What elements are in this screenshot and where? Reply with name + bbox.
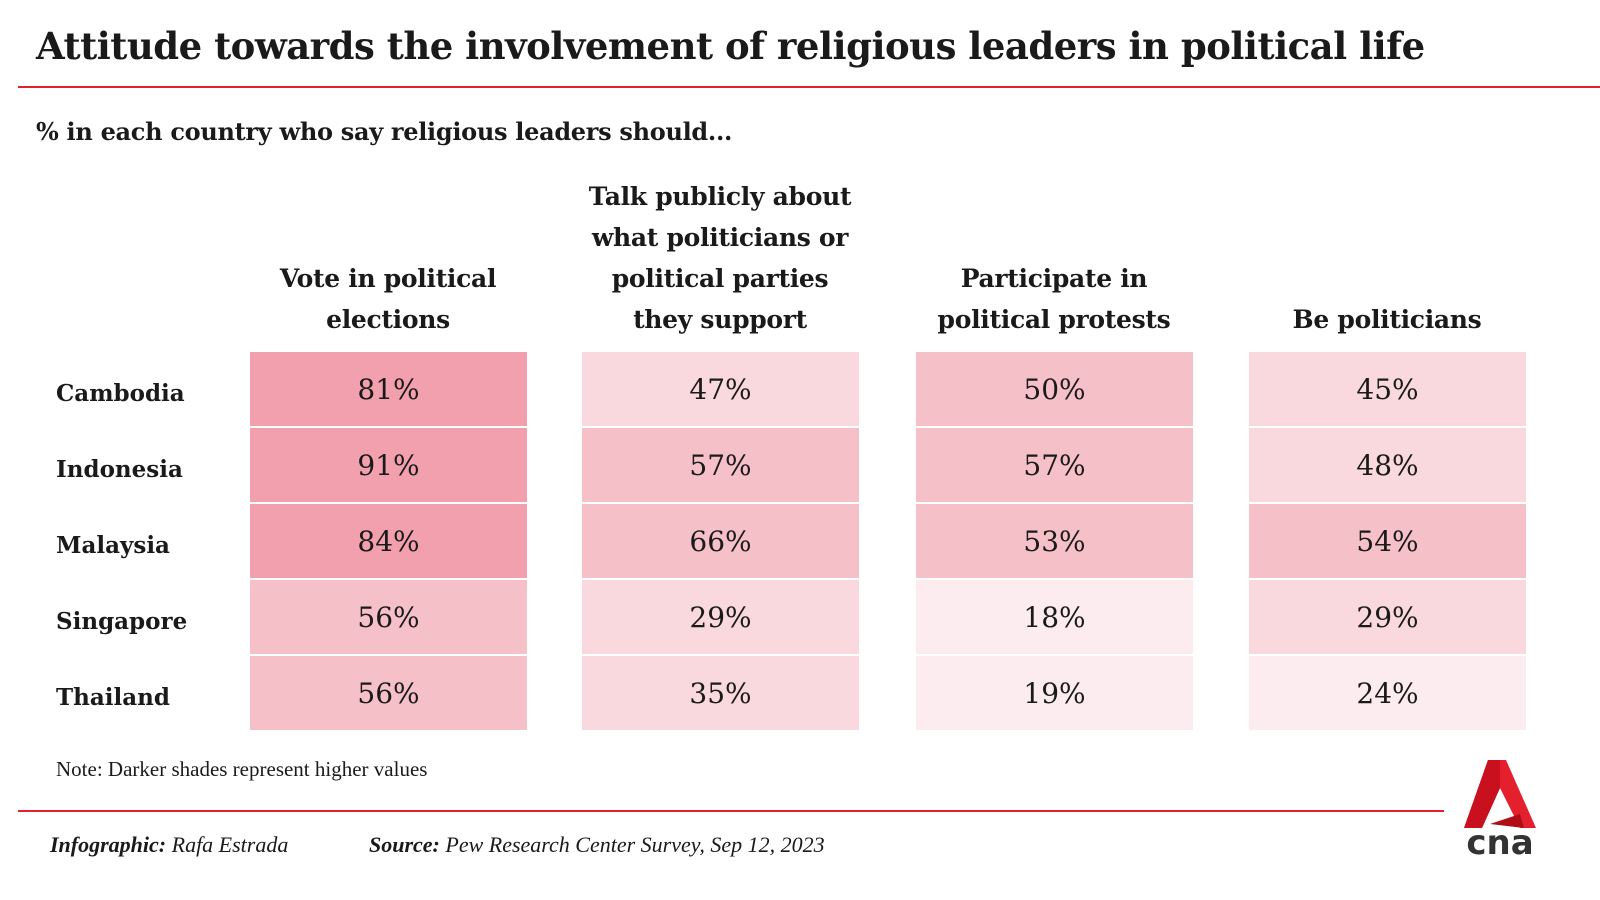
row-label: Cambodia	[56, 380, 185, 407]
heatmap-cell: 18%	[916, 580, 1193, 654]
column-header-line: they support	[633, 305, 807, 334]
heatmap-cell: 50%	[916, 352, 1193, 426]
credit-value: Rafa Estrada	[171, 832, 289, 857]
heatmap-cell: 29%	[582, 580, 859, 654]
column-header: Talk publicly about what politicians or po…	[570, 176, 870, 340]
row-label: Malaysia	[56, 532, 170, 559]
chart-subtitle: % in each country who say religious lead…	[36, 117, 733, 146]
column-header-line: Vote in political	[279, 264, 497, 293]
heatmap-cell: 66%	[582, 504, 859, 578]
heatmap-cell: 19%	[916, 656, 1193, 730]
column-header-line: elections	[326, 305, 450, 334]
column-header-line: what politicians or	[591, 223, 849, 252]
row-label: Indonesia	[56, 456, 183, 483]
heatmap-cell: 47%	[582, 352, 859, 426]
heatmap-cell: 57%	[582, 428, 859, 502]
column-header: Participate in political protests	[904, 258, 1204, 340]
heatmap-cell: 53%	[916, 504, 1193, 578]
row-label: Singapore	[56, 608, 188, 635]
heatmap-cell: 81%	[250, 352, 527, 426]
column-header-line: Talk publicly about	[588, 182, 852, 211]
column-header: Be politicians	[1237, 299, 1537, 340]
heatmap-cell: 56%	[250, 580, 527, 654]
heatmap-cell: 54%	[1249, 504, 1526, 578]
heatmap-cell: 56%	[250, 656, 527, 730]
heatmap-cell: 35%	[582, 656, 859, 730]
column-header-line: political parties	[611, 264, 829, 293]
source-value: Pew Research Center Survey, Sep 12, 2023	[445, 832, 825, 857]
title-divider	[18, 86, 1600, 88]
column-header-line: political protests	[937, 305, 1171, 334]
heatmap-cell: 45%	[1249, 352, 1526, 426]
heatmap-cell: 57%	[916, 428, 1193, 502]
row-label: Thailand	[56, 684, 170, 711]
column-header: Vote in political elections	[238, 258, 538, 340]
column-header-line: Participate in	[960, 264, 1148, 293]
credit-label: Infographic:	[50, 832, 167, 857]
heatmap-cell: 84%	[250, 504, 527, 578]
chart-note: Note: Darker shades represent higher val…	[56, 757, 428, 781]
source-label: Source:	[369, 832, 440, 857]
credit: Infographic: Rafa Estrada	[50, 832, 288, 858]
svg-text:cna: cna	[1466, 823, 1533, 858]
cna-logo: cna	[1464, 760, 1536, 858]
heatmap-cell: 24%	[1249, 656, 1526, 730]
heatmap-cell: 29%	[1249, 580, 1526, 654]
chart-title: Attitude towards the involvement of reli…	[36, 24, 1425, 68]
heatmap-cell: 91%	[250, 428, 527, 502]
source: Source: Pew Research Center Survey, Sep …	[369, 832, 825, 858]
footer-divider	[18, 810, 1444, 812]
heatmap-cell: 48%	[1249, 428, 1526, 502]
column-header-line: Be politicians	[1292, 305, 1482, 334]
